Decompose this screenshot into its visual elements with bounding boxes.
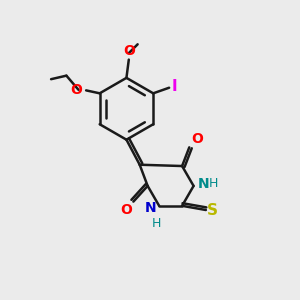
Text: N: N	[145, 201, 156, 215]
Text: O: O	[124, 44, 135, 58]
Text: S: S	[207, 202, 218, 217]
Text: O: O	[120, 203, 132, 217]
Text: N: N	[198, 177, 210, 190]
Text: H: H	[152, 217, 161, 230]
Text: I: I	[172, 79, 177, 94]
Text: O: O	[191, 132, 203, 146]
Text: H: H	[208, 177, 218, 190]
Text: O: O	[71, 83, 82, 97]
